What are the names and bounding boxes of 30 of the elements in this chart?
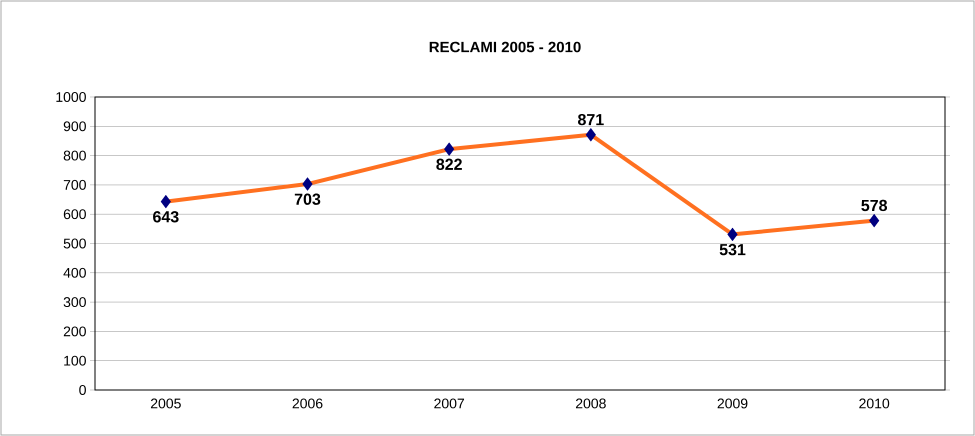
x-tick-label: 2006 xyxy=(292,398,322,408)
point xyxy=(586,128,596,142)
x-tick-label: 2007 xyxy=(434,398,464,408)
x-tick-label: 2008 xyxy=(576,398,606,408)
point xyxy=(160,194,171,208)
y-tick-label: 600 xyxy=(64,209,86,220)
x-tick-label: 2005 xyxy=(150,398,181,408)
point xyxy=(727,228,738,242)
y-tick-label: 700 xyxy=(64,180,86,190)
y-tick-label: 200 xyxy=(64,326,86,336)
chart-title: RECLAMI 2005 - 2010 xyxy=(430,42,581,52)
y-tick-label: 300 xyxy=(64,297,86,308)
data-label: 822 xyxy=(436,158,462,170)
x-tick-label: 2010 xyxy=(859,398,890,408)
y-tick-label: 800 xyxy=(64,150,86,161)
point xyxy=(302,177,313,191)
data-label: 703 xyxy=(294,194,320,205)
data-label: 871 xyxy=(578,114,604,126)
y-tick-label: 100 xyxy=(64,356,86,366)
data-label: 531 xyxy=(720,244,746,256)
y-tick-label: 900 xyxy=(64,121,86,132)
y-tick-label: 0 xyxy=(79,385,86,395)
y-tick-label: 400 xyxy=(63,268,86,278)
point xyxy=(869,214,880,228)
y-tick-label: 1000 xyxy=(56,92,86,102)
y-tick-label: 500 xyxy=(64,238,86,248)
data-label: 643 xyxy=(153,211,179,222)
point xyxy=(444,142,454,156)
x-tick-label: 2009 xyxy=(718,398,748,408)
data-label: 578 xyxy=(861,200,888,212)
